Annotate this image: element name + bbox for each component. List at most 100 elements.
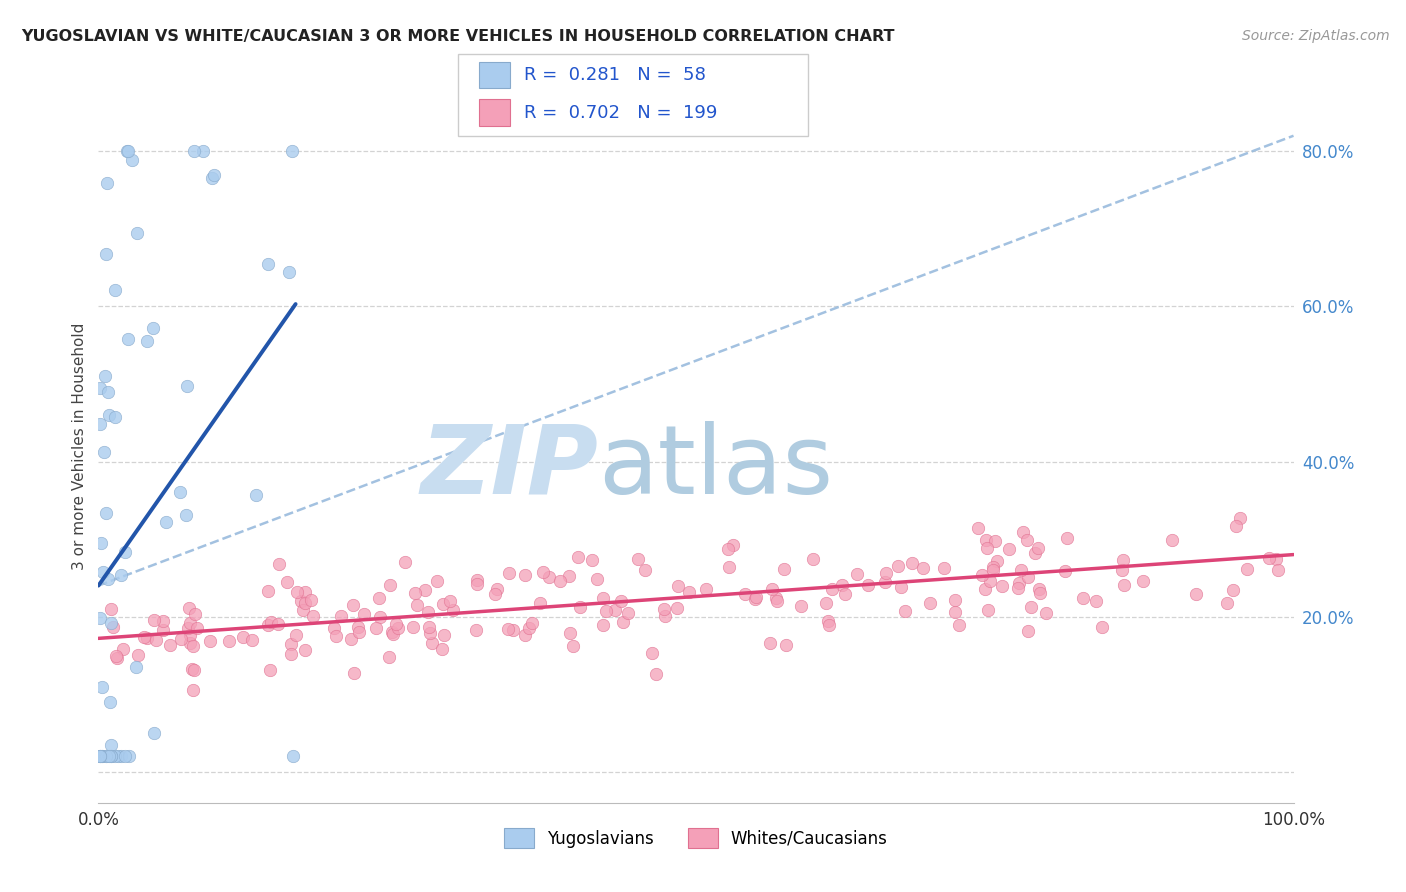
- Point: [430, 641, 453, 656]
- Point: [176, 378, 198, 392]
- Point: [198, 634, 221, 648]
- Point: [94, 368, 117, 383]
- Point: [134, 631, 156, 645]
- Point: [117, 145, 139, 159]
- Point: [1035, 607, 1057, 621]
- Point: [256, 584, 278, 599]
- Point: [170, 632, 193, 646]
- Point: [418, 620, 440, 634]
- Point: [89, 417, 111, 431]
- Point: [592, 591, 614, 605]
- Point: [426, 574, 449, 589]
- Point: [834, 587, 856, 601]
- Point: [666, 579, 689, 593]
- Point: [654, 609, 676, 624]
- Point: [1229, 511, 1251, 525]
- Point: [568, 599, 591, 614]
- Point: [734, 586, 756, 600]
- Point: [814, 596, 837, 610]
- Point: [1258, 551, 1281, 566]
- Point: [381, 627, 404, 641]
- Point: [560, 625, 582, 640]
- Point: [1019, 599, 1042, 614]
- Point: [486, 582, 509, 596]
- Point: [567, 549, 589, 564]
- Point: [856, 578, 879, 592]
- Point: [766, 594, 789, 608]
- Point: [986, 554, 1008, 568]
- Point: [155, 516, 177, 530]
- Point: [818, 617, 841, 632]
- Point: [381, 625, 404, 640]
- Point: [89, 381, 111, 395]
- Point: [531, 565, 554, 579]
- Point: [1112, 553, 1135, 567]
- Point: [294, 584, 316, 599]
- Point: [232, 631, 254, 645]
- Point: [441, 602, 464, 616]
- Point: [979, 574, 1001, 588]
- Point: [90, 749, 112, 764]
- Text: ZIP: ZIP: [420, 421, 598, 514]
- Point: [277, 265, 299, 279]
- Point: [94, 506, 117, 520]
- Text: YUGOSLAVIAN VS WHITE/CAUCASIAN 3 OR MORE VEHICLES IN HOUSEHOLD CORRELATION CHART: YUGOSLAVIAN VS WHITE/CAUCASIAN 3 OR MORE…: [21, 29, 894, 44]
- Point: [98, 695, 121, 709]
- Point: [114, 749, 136, 764]
- Point: [100, 749, 122, 764]
- Point: [103, 620, 125, 634]
- Point: [1017, 569, 1039, 583]
- Point: [1111, 563, 1133, 577]
- Point: [91, 680, 114, 694]
- Point: [772, 562, 794, 576]
- Point: [465, 574, 488, 588]
- Point: [183, 663, 205, 677]
- Text: atlas: atlas: [598, 421, 834, 514]
- Point: [404, 585, 426, 599]
- Point: [1011, 525, 1033, 540]
- Point: [257, 257, 280, 271]
- Point: [498, 566, 520, 581]
- Point: [283, 749, 305, 764]
- Point: [260, 615, 283, 630]
- Point: [1236, 562, 1258, 576]
- Point: [517, 621, 540, 635]
- Point: [152, 614, 174, 628]
- Point: [1112, 577, 1135, 591]
- Point: [174, 508, 197, 523]
- Point: [201, 171, 224, 186]
- Point: [420, 636, 443, 650]
- Point: [846, 566, 869, 581]
- Point: [378, 578, 401, 592]
- Point: [562, 639, 585, 653]
- Point: [586, 573, 609, 587]
- Point: [990, 579, 1012, 593]
- Point: [974, 533, 997, 548]
- Point: [595, 604, 617, 618]
- Point: [998, 541, 1021, 556]
- Point: [347, 620, 370, 634]
- Point: [90, 536, 112, 550]
- Point: [366, 621, 388, 635]
- Point: [385, 616, 408, 631]
- Point: [983, 534, 1005, 549]
- Point: [181, 662, 204, 676]
- Point: [367, 591, 389, 606]
- Point: [1024, 546, 1046, 560]
- Point: [1008, 575, 1031, 590]
- Point: [280, 647, 302, 661]
- Point: [93, 445, 115, 459]
- Point: [717, 560, 740, 574]
- Point: [107, 749, 129, 764]
- Point: [179, 615, 201, 630]
- Point: [465, 624, 488, 638]
- Point: [976, 541, 998, 556]
- Point: [432, 597, 454, 611]
- Point: [184, 607, 207, 621]
- Point: [285, 628, 308, 642]
- Point: [502, 623, 524, 637]
- Point: [1056, 531, 1078, 545]
- Point: [981, 563, 1004, 577]
- Point: [97, 572, 120, 586]
- Point: [143, 726, 166, 740]
